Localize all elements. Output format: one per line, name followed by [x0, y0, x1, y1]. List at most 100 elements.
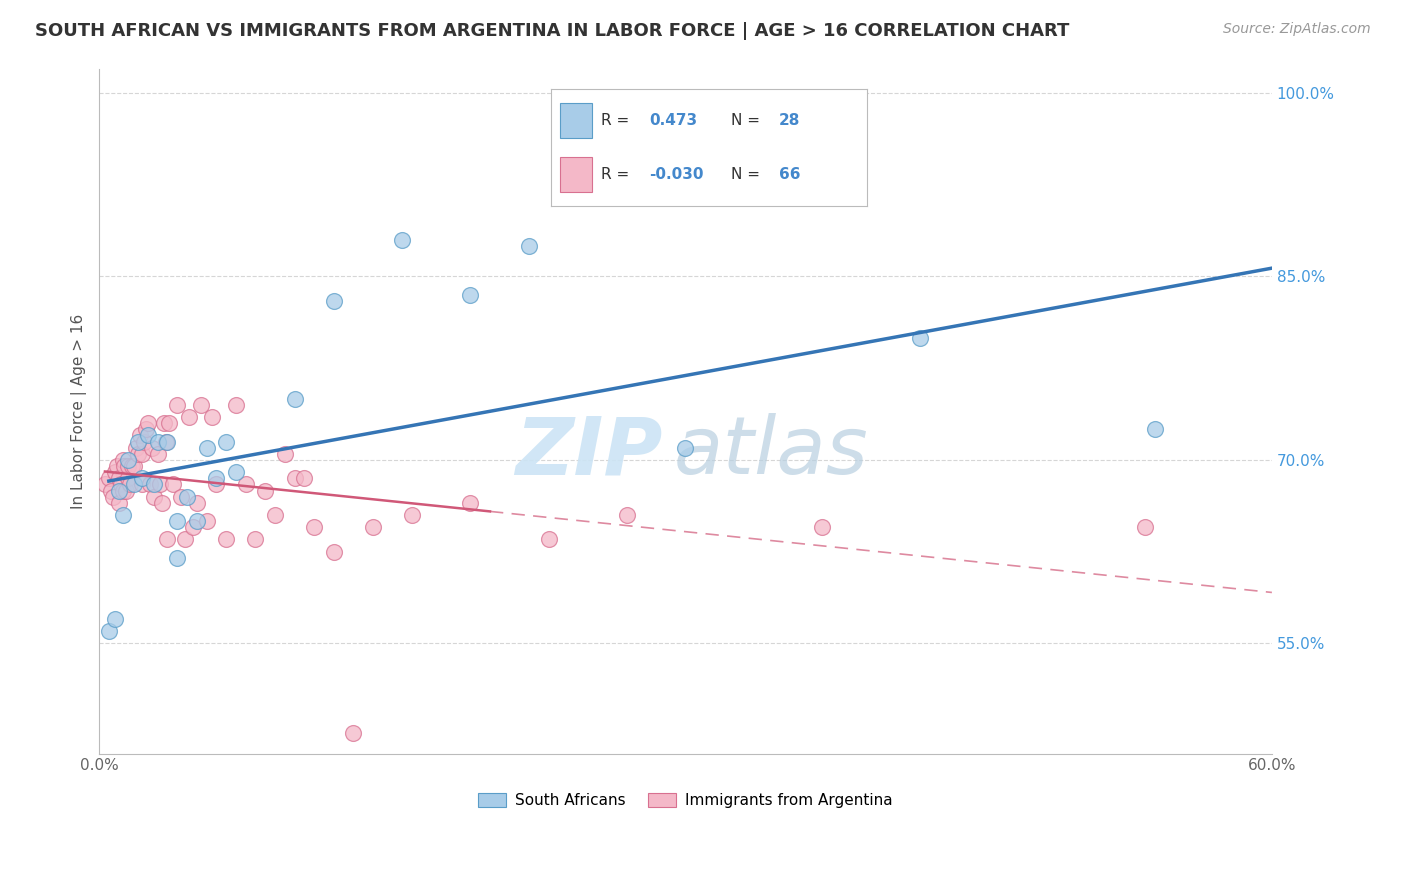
Point: [105, 458, 128, 473]
Point: [1133, 520, 1156, 534]
Point: [176, 490, 198, 504]
Point: [107, 471, 129, 485]
Point: [97, 624, 120, 639]
Point: [141, 441, 163, 455]
Point: [120, 477, 142, 491]
Point: [142, 477, 165, 491]
Point: [186, 514, 208, 528]
Point: [110, 477, 132, 491]
Point: [201, 410, 224, 425]
Point: [107, 483, 129, 498]
Point: [111, 483, 134, 498]
Point: [616, 508, 638, 522]
Point: [131, 471, 153, 485]
Point: [205, 477, 228, 491]
Point: [166, 550, 188, 565]
Point: [174, 533, 197, 547]
Point: [186, 496, 208, 510]
Point: [152, 416, 174, 430]
Point: [181, 520, 204, 534]
Point: [190, 398, 212, 412]
Point: [122, 477, 145, 491]
Point: [264, 508, 287, 522]
Point: [132, 434, 155, 449]
Point: [157, 416, 180, 430]
Point: [342, 725, 364, 739]
Point: [225, 398, 247, 412]
Point: [225, 465, 247, 479]
Point: [302, 520, 325, 534]
Point: [908, 331, 931, 345]
Point: [94, 477, 117, 491]
Point: [104, 465, 127, 479]
Point: [115, 483, 138, 498]
Point: [117, 453, 139, 467]
Point: [131, 477, 153, 491]
Point: [107, 496, 129, 510]
Point: [111, 508, 134, 522]
Point: [104, 612, 127, 626]
Point: [215, 533, 238, 547]
Point: [283, 471, 305, 485]
Point: [139, 477, 162, 491]
Point: [114, 458, 136, 473]
Point: [235, 477, 257, 491]
Point: [274, 447, 297, 461]
Point: [111, 453, 134, 467]
Point: [537, 533, 560, 547]
Point: [136, 416, 159, 430]
Point: [121, 458, 143, 473]
Point: [131, 447, 153, 461]
Text: Source: ZipAtlas.com: Source: ZipAtlas.com: [1223, 22, 1371, 37]
Point: [254, 483, 277, 498]
Point: [401, 508, 423, 522]
Point: [129, 428, 152, 442]
Point: [170, 490, 193, 504]
Point: [215, 434, 238, 449]
Y-axis label: In Labor Force | Age > 16: In Labor Force | Age > 16: [72, 313, 87, 508]
Point: [127, 447, 149, 461]
Point: [117, 458, 139, 473]
Point: [195, 441, 218, 455]
Point: [245, 533, 267, 547]
Point: [146, 434, 169, 449]
Point: [675, 441, 697, 455]
Point: [205, 471, 228, 485]
Point: [97, 471, 120, 485]
Point: [155, 434, 177, 449]
Point: [125, 441, 148, 455]
Point: [101, 490, 124, 504]
Point: [127, 434, 149, 449]
Point: [150, 496, 173, 510]
Point: [391, 233, 413, 247]
Point: [136, 428, 159, 442]
Point: [135, 422, 157, 436]
Point: [149, 477, 172, 491]
Text: atlas: atlas: [673, 413, 869, 491]
Point: [517, 239, 540, 253]
Point: [100, 483, 122, 498]
Point: [156, 533, 179, 547]
Point: [1143, 422, 1166, 436]
Legend: South Africans, Immigrants from Argentina: South Africans, Immigrants from Argentin…: [472, 787, 898, 814]
Point: [460, 288, 482, 302]
Point: [146, 447, 169, 461]
Point: [322, 544, 344, 558]
Point: [322, 293, 344, 308]
Point: [117, 471, 139, 485]
Point: [195, 514, 218, 528]
Text: ZIP: ZIP: [515, 413, 662, 491]
Point: [156, 434, 179, 449]
Point: [142, 490, 165, 504]
Point: [177, 410, 200, 425]
Point: [361, 520, 384, 534]
Point: [460, 496, 482, 510]
Point: [292, 471, 315, 485]
Point: [283, 392, 305, 406]
Point: [811, 520, 834, 534]
Point: [166, 514, 188, 528]
Point: [162, 477, 184, 491]
Point: [122, 458, 145, 473]
Text: SOUTH AFRICAN VS IMMIGRANTS FROM ARGENTINA IN LABOR FORCE | AGE > 16 CORRELATION: SOUTH AFRICAN VS IMMIGRANTS FROM ARGENTI…: [35, 22, 1070, 40]
Point: [166, 398, 188, 412]
